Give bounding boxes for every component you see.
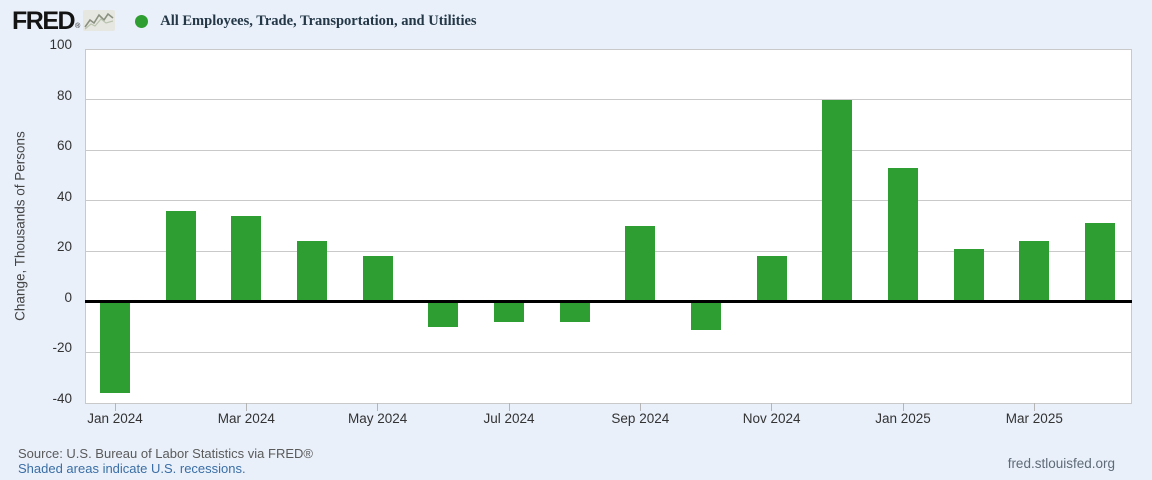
x-tick-label: Jan 2024 xyxy=(87,411,143,426)
y-tick-label: -20 xyxy=(52,340,72,356)
bar-oct-2024[interactable] xyxy=(691,301,721,330)
series-legend-dot-icon xyxy=(135,14,149,28)
x-tick-mark xyxy=(377,403,379,411)
x-tick-mark xyxy=(771,403,773,411)
x-tick-mark xyxy=(114,403,116,411)
chart-title[interactable]: All Employees, Trade, Transportation, an… xyxy=(160,12,477,29)
registered-mark: ® xyxy=(75,23,81,30)
x-tick-mark xyxy=(508,403,510,411)
bar-sep-2024[interactable] xyxy=(625,226,656,302)
bar-apr-2024[interactable] xyxy=(297,241,327,302)
header: FRED ® All Employees, Trade, Transportati… xyxy=(0,0,1152,42)
bar-mar-2025[interactable] xyxy=(1019,241,1050,302)
gridline-40 xyxy=(85,200,1132,202)
x-tick-label: Nov 2024 xyxy=(742,411,801,426)
x-tick-mark xyxy=(639,403,641,411)
bar-feb-2024[interactable] xyxy=(165,210,196,302)
bar-may-2024[interactable] xyxy=(362,256,393,302)
bar-jan-2025[interactable] xyxy=(888,167,918,302)
sparkline-icon xyxy=(83,10,116,31)
bar-dec-2024[interactable] xyxy=(822,99,853,302)
x-tick-mark xyxy=(902,403,904,411)
source-note: Source: U.S. Bureau of Labor Statistics … xyxy=(18,446,313,461)
gridline-20 xyxy=(85,250,1132,252)
bar-aug-2024[interactable] xyxy=(559,301,590,323)
gridline-60 xyxy=(85,149,1132,151)
x-tick-mark xyxy=(245,403,247,411)
zero-line xyxy=(85,300,1132,304)
plot-left-border xyxy=(85,49,86,403)
y-tick-label: -40 xyxy=(52,391,72,406)
plot-right-border xyxy=(1131,49,1132,403)
x-tick-label: May 2024 xyxy=(348,411,408,426)
x-tick-label: Sep 2024 xyxy=(611,411,670,426)
x-tick-label: Mar 2024 xyxy=(217,411,275,426)
fred-logo-text: FRED xyxy=(12,7,76,35)
y-tick-label: 100 xyxy=(49,37,72,52)
recessions-link[interactable]: Shaded areas indicate U.S. recessions. xyxy=(18,461,246,476)
gridline-100 xyxy=(85,48,1132,50)
bar-feb-2025[interactable] xyxy=(953,248,984,302)
y-tick-label: 0 xyxy=(64,289,72,305)
bar-apr-2025[interactable] xyxy=(1085,223,1115,302)
plot-area[interactable] xyxy=(85,48,1132,404)
y-tick-label: 20 xyxy=(56,239,72,255)
gridline--20 xyxy=(85,351,1132,353)
bar-jul-2024[interactable] xyxy=(494,301,524,323)
y-tick-label: 40 xyxy=(56,188,72,204)
bar-jan-2024[interactable] xyxy=(100,301,130,393)
x-tick-mark xyxy=(1033,403,1035,411)
gridline--40 xyxy=(85,402,1132,404)
fred-logo[interactable]: FRED ® xyxy=(12,7,116,35)
bar-mar-2024[interactable] xyxy=(231,215,262,302)
fred-site-link[interactable]: fred.stlouisfed.org xyxy=(1007,456,1115,471)
x-tick-label: Jan 2025 xyxy=(875,411,931,426)
bar-jun-2024[interactable] xyxy=(428,301,459,328)
x-tick-label: Mar 2025 xyxy=(1005,411,1063,426)
y-tick-label: 80 xyxy=(56,87,72,103)
bar-nov-2024[interactable] xyxy=(756,256,787,302)
y-tick-label: 60 xyxy=(56,138,72,154)
x-tick-label: Jul 2024 xyxy=(483,411,535,426)
gridline-80 xyxy=(85,99,1132,101)
